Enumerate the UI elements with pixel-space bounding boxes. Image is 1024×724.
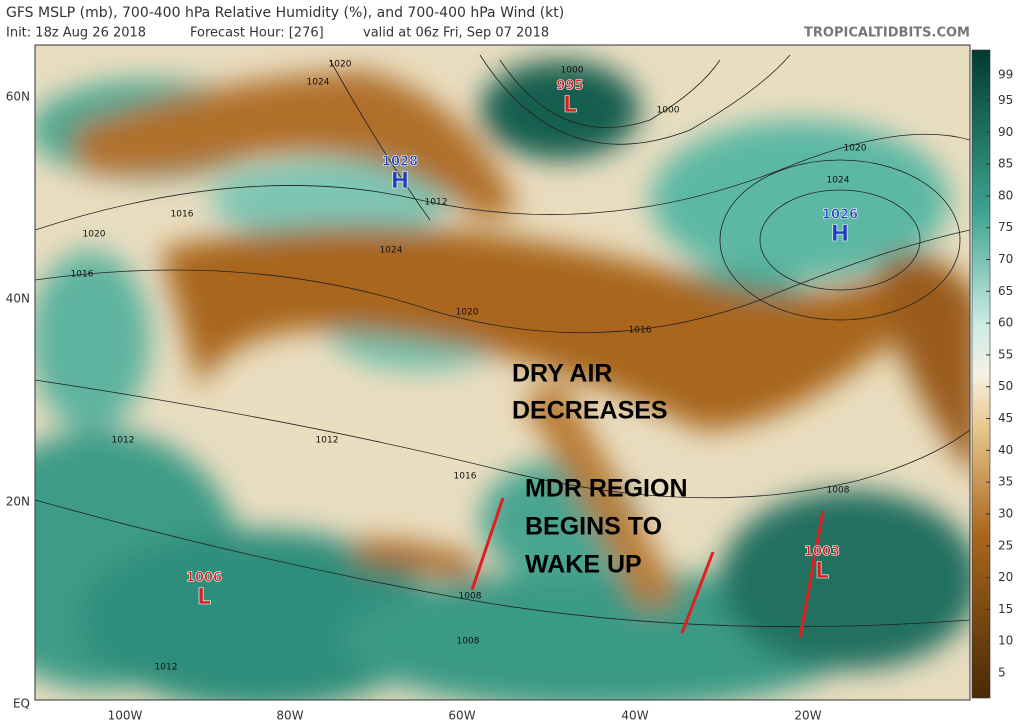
valid-time: valid at 06z Fri, Sep 07 2018 bbox=[363, 26, 549, 41]
map: 1020 1024 1000 1000 1020 1024 1012 1016 1020 1024… bbox=[35, 45, 970, 700]
annotation: DRY AIR bbox=[512, 360, 612, 388]
colorbar-label: 75 bbox=[998, 220, 1013, 234]
pressure-value: 995 bbox=[556, 79, 583, 94]
colorbar-label: 40 bbox=[998, 443, 1013, 457]
isobar-label: 1012 bbox=[316, 436, 339, 446]
isobar-label: 1024 bbox=[827, 176, 850, 186]
isobar-label: 1024 bbox=[380, 246, 403, 256]
colorbar-label: 60 bbox=[998, 316, 1013, 330]
isobar-label: 1012 bbox=[425, 198, 448, 208]
pressure-value: 1026 bbox=[822, 208, 858, 223]
annotation: WAKE UP bbox=[525, 551, 642, 579]
annotation: DECREASES bbox=[512, 397, 668, 425]
isobar-label: 1000 bbox=[657, 106, 680, 116]
isobar-label: 1008 bbox=[459, 592, 482, 602]
colorbar-label: 99 bbox=[998, 68, 1013, 82]
isobar-label: 1020 bbox=[456, 308, 479, 318]
isobar-label: 1016 bbox=[171, 210, 194, 220]
isobar-label: 1016 bbox=[629, 326, 652, 336]
longitude-label: 100W bbox=[108, 709, 143, 723]
colorbar-label: 25 bbox=[998, 538, 1013, 552]
latitude-label: 20N bbox=[6, 495, 30, 509]
annotation: BEGINS TO bbox=[525, 513, 662, 541]
init-time: Init: 18z Aug 26 2018 bbox=[6, 26, 146, 41]
pressure-symbol: H bbox=[391, 169, 409, 194]
map-labels: 1020 1024 1000 1000 1020 1024 1012 1016 1020 1024… bbox=[71, 60, 867, 673]
colorbar-label: 35 bbox=[998, 475, 1013, 489]
pressure-symbol: L bbox=[197, 585, 211, 610]
pressure-value: 1028 bbox=[382, 155, 418, 170]
isobar-label: 1000 bbox=[561, 66, 584, 76]
colorbar-label: 10 bbox=[998, 634, 1013, 648]
pressure-value: 1003 bbox=[804, 545, 840, 560]
humidity-field bbox=[35, 60, 970, 700]
isobar-label: 1008 bbox=[827, 486, 850, 496]
title: GFS MSLP (mb), 700-400 hPa Relative Humi… bbox=[6, 5, 564, 21]
colorbar-label: 80 bbox=[998, 188, 1013, 202]
pressure-symbol: L bbox=[815, 559, 829, 584]
longitude-label: 80W bbox=[276, 709, 303, 723]
colorbar-label: 85 bbox=[998, 157, 1013, 171]
pressure-symbol: H bbox=[831, 222, 849, 247]
isobar-label: 1016 bbox=[71, 270, 94, 280]
colorbar-label: 70 bbox=[998, 252, 1013, 266]
colorbar bbox=[971, 49, 991, 699]
isobar-label: 1020 bbox=[83, 230, 106, 240]
latitude-label: 40N bbox=[6, 292, 30, 306]
map-frame bbox=[34, 44, 971, 701]
wave-axes bbox=[470, 497, 825, 639]
longitude-label: 40W bbox=[621, 709, 648, 723]
pressure-symbol: L bbox=[563, 93, 577, 118]
latitude-label: EQ bbox=[13, 697, 30, 711]
longitude-label: 20W bbox=[794, 709, 821, 723]
isobars bbox=[35, 54, 970, 628]
colorbar-label: 50 bbox=[998, 379, 1013, 393]
colorbar-label: 90 bbox=[998, 125, 1013, 139]
longitude-label: 60W bbox=[448, 709, 475, 723]
source: TROPICALTIDBITS.COM bbox=[804, 26, 970, 41]
isobar-label: 1012 bbox=[155, 663, 178, 673]
colorbar-label: 20 bbox=[998, 570, 1013, 584]
colorbar-label: 15 bbox=[998, 602, 1013, 616]
colorbar-label: 5 bbox=[998, 666, 1006, 680]
isobar-label: 1012 bbox=[112, 436, 135, 446]
isobar-label: 1020 bbox=[844, 144, 867, 154]
colorbar-label: 55 bbox=[998, 347, 1013, 361]
colorbar-label: 95 bbox=[998, 93, 1013, 107]
forecast-hour: Forecast Hour: [276] bbox=[190, 26, 324, 41]
isobar-label: 1008 bbox=[457, 637, 480, 647]
latitude-label: 60N bbox=[6, 90, 30, 104]
annotation: MDR REGION bbox=[525, 475, 688, 503]
isobar-label: 1016 bbox=[454, 472, 477, 482]
colorbar-label: 30 bbox=[998, 506, 1013, 520]
pressure-value: 1006 bbox=[186, 571, 222, 586]
isobar-label: 1020 bbox=[329, 60, 352, 70]
isobar-label: 1024 bbox=[307, 78, 330, 88]
colorbar-label: 65 bbox=[998, 284, 1013, 298]
colorbar-label: 45 bbox=[998, 411, 1013, 425]
